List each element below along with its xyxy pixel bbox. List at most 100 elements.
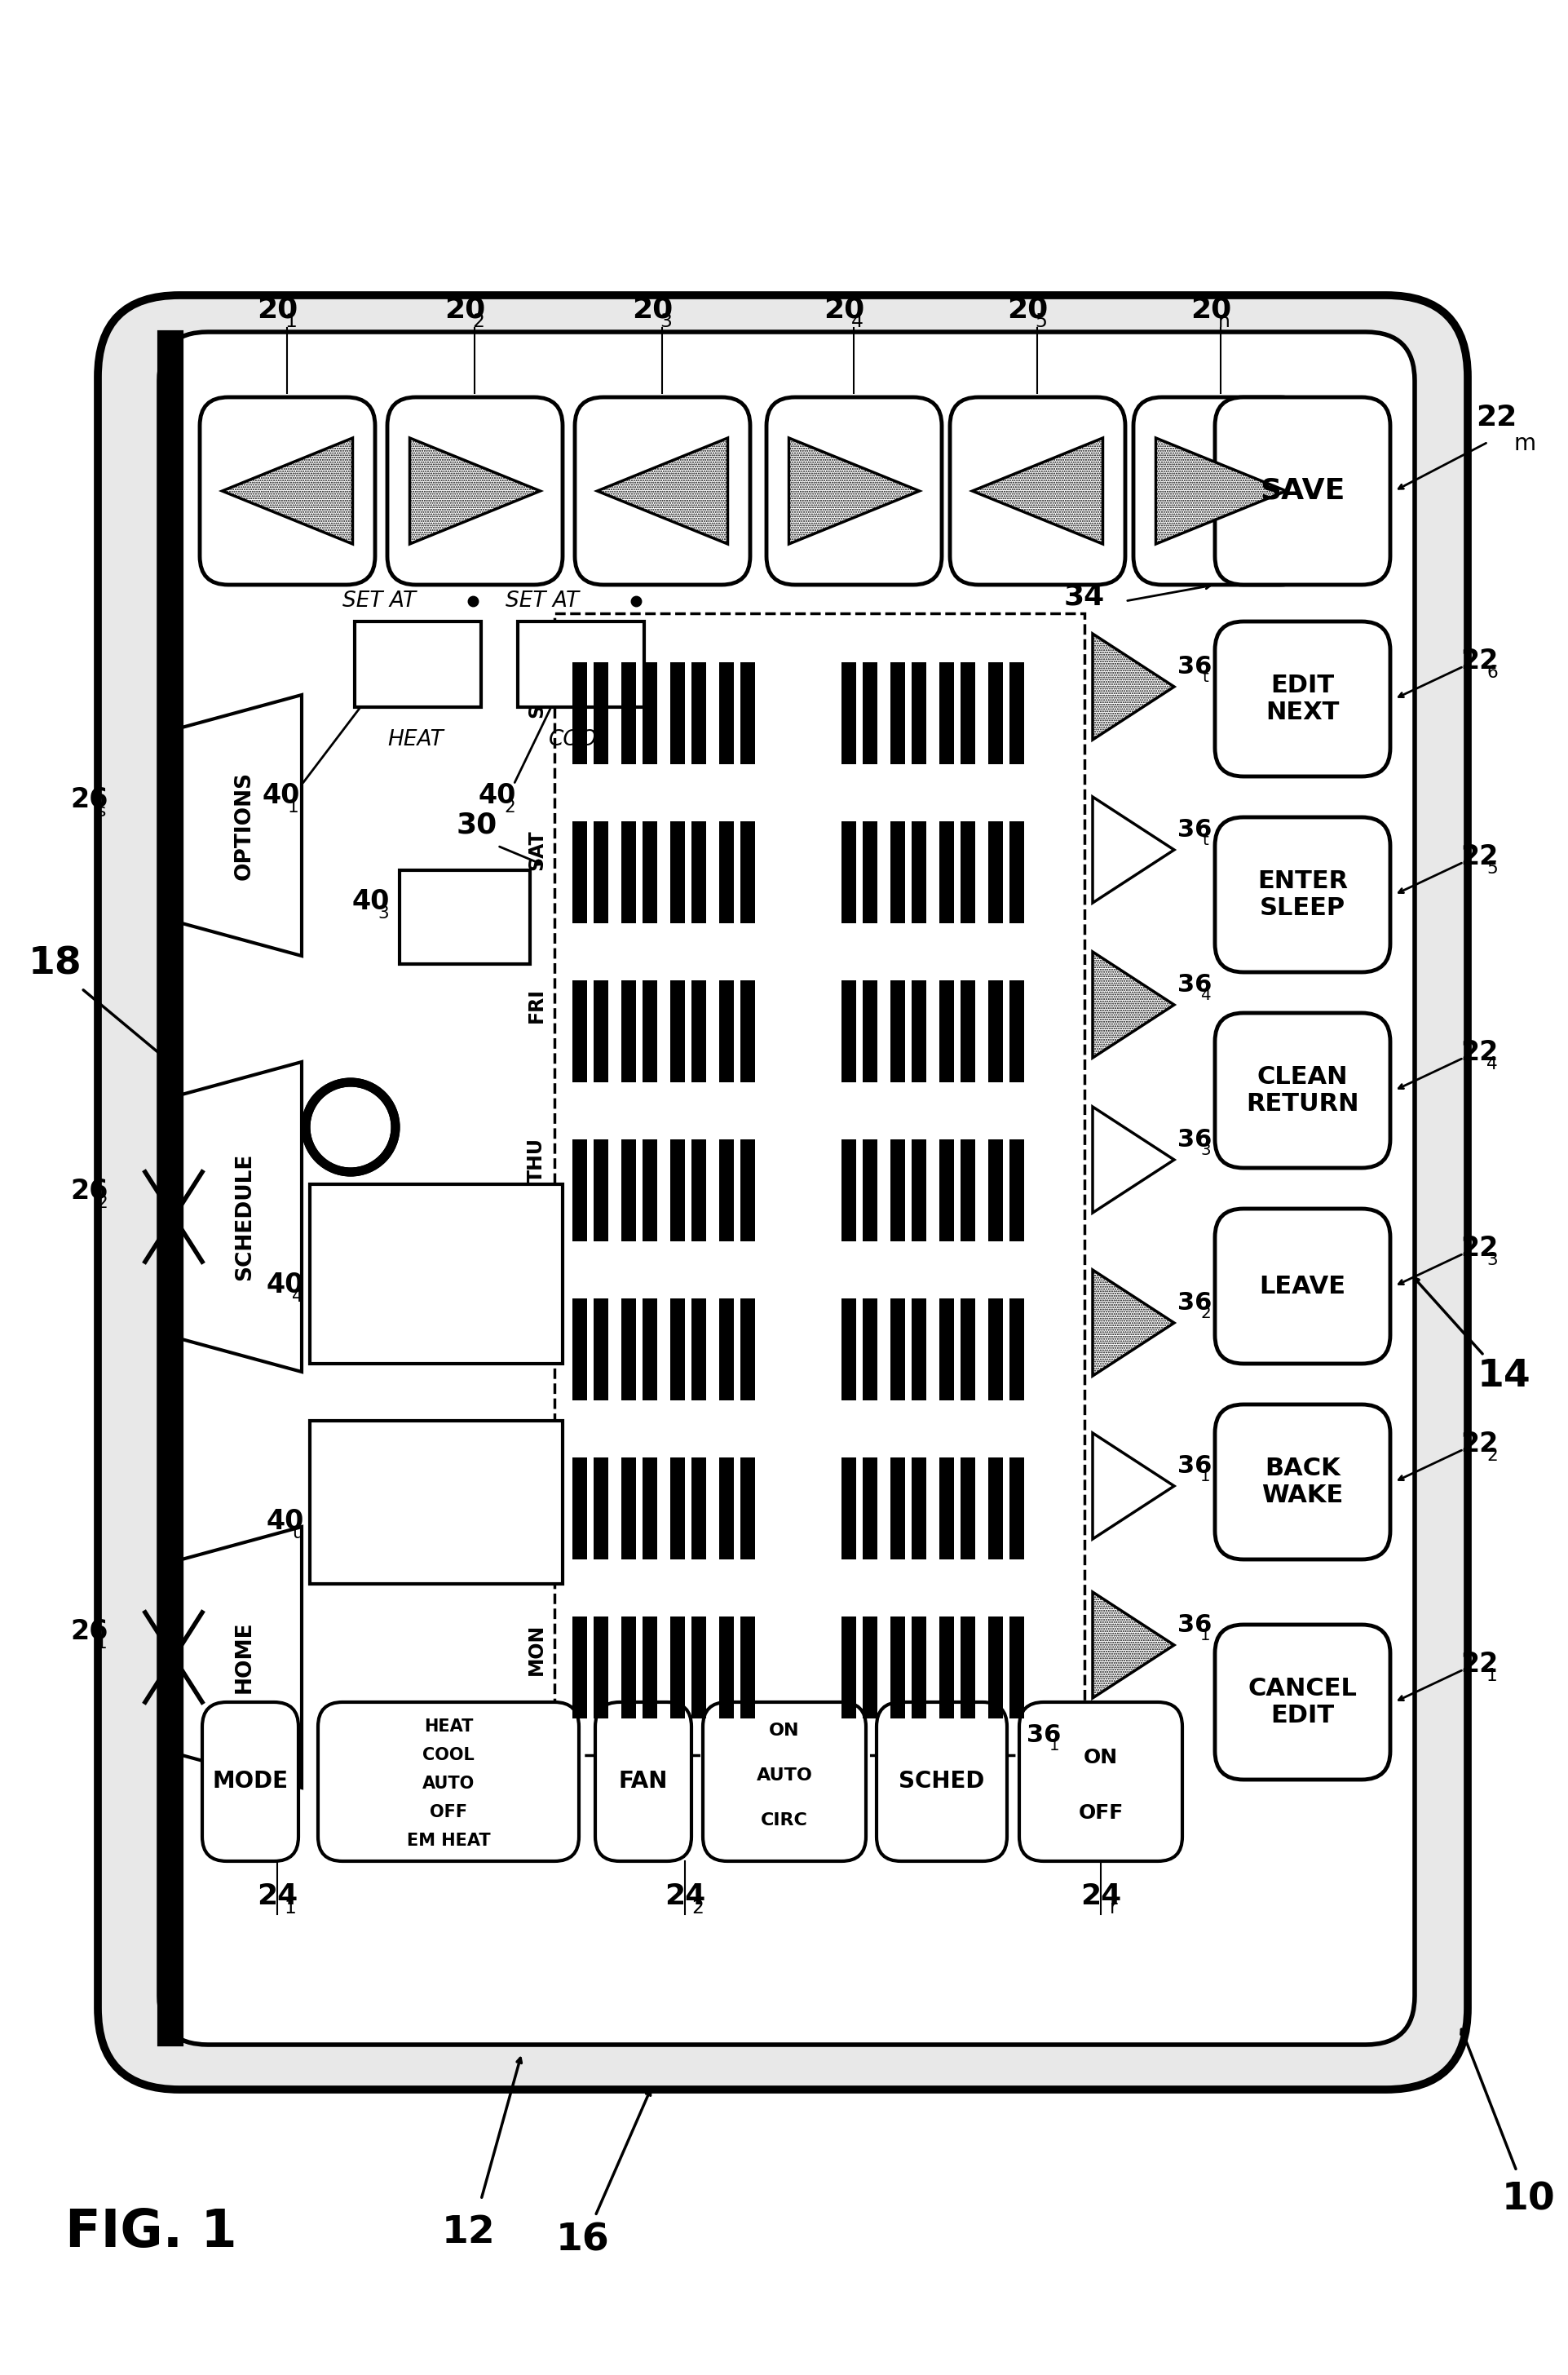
Bar [621,1617,635,1720]
Text: 36: 36 [1025,1724,1060,1748]
Bar [988,1617,1002,1720]
Bar [691,1140,706,1242]
Text: 20: 20 [257,297,298,323]
Text: SCHED: SCHED [898,1769,985,1793]
FancyBboxPatch shape [1214,1625,1389,1779]
FancyBboxPatch shape [594,1703,691,1862]
Bar [621,663,635,765]
FancyBboxPatch shape [202,1703,298,1862]
Bar [891,822,905,924]
Bar [593,1458,608,1560]
Bar [158,333,182,2045]
Text: MODE: MODE [212,1769,289,1793]
Text: 14: 14 [1477,1358,1530,1394]
FancyBboxPatch shape [1132,397,1308,584]
Text: m: m [1513,432,1535,456]
Text: CANCEL
EDIT: CANCEL EDIT [1248,1677,1356,1727]
Text: 2: 2 [472,314,485,330]
Bar [939,1617,953,1720]
Text: 1: 1 [1486,1667,1497,1684]
Text: 2: 2 [1486,1449,1497,1465]
Text: 24: 24 [1080,1883,1121,1910]
Bar [1008,1299,1024,1401]
Bar [862,981,877,1083]
Bar [621,1140,635,1242]
Bar [593,1617,608,1720]
Bar [1008,1140,1024,1242]
Text: r: r [1110,1898,1118,1917]
Bar [840,1617,856,1720]
FancyBboxPatch shape [1214,817,1389,971]
Bar [691,1617,706,1720]
Text: 22: 22 [1460,1651,1497,1677]
Bar [572,1617,586,1720]
Bar [670,1617,685,1720]
Text: 36: 36 [1176,974,1210,998]
Text: 40: 40 [262,781,299,810]
Bar [643,1458,657,1560]
Bar [911,663,925,765]
Text: 22: 22 [1460,648,1497,674]
Bar [960,1299,975,1401]
Text: 36: 36 [1176,817,1210,841]
Text: t: t [1203,834,1209,848]
Text: 18: 18 [28,945,82,983]
Text: SAVE: SAVE [1259,477,1344,506]
Text: 1: 1 [1200,1627,1210,1644]
Bar [988,1140,1002,1242]
Bar [572,1140,586,1242]
Text: 20: 20 [1190,297,1231,323]
Bar [1008,822,1024,924]
Bar [718,981,734,1083]
Bar [593,822,608,924]
Bar [960,1617,975,1720]
Bar [911,1458,925,1560]
Bar [891,1299,905,1401]
Text: OFF: OFF [1077,1803,1123,1824]
Bar [740,663,754,765]
Bar [517,622,644,708]
Text: 1: 1 [287,800,299,817]
Bar [643,663,657,765]
Text: 3: 3 [378,905,389,922]
Bar [988,981,1002,1083]
FancyBboxPatch shape [158,333,1414,2045]
Bar [593,1140,608,1242]
Text: HEAT: HEAT [423,1720,474,1734]
Text: 22: 22 [1460,1040,1497,1066]
Polygon shape [1091,634,1173,739]
Text: 2: 2 [691,1898,704,1917]
Bar [960,663,975,765]
Bar [840,981,856,1083]
Bar [670,1458,685,1560]
Bar [740,981,754,1083]
Polygon shape [597,437,728,544]
Text: 1: 1 [284,1898,296,1917]
Text: WED: WED [527,1297,546,1349]
Bar [891,981,905,1083]
Bar [939,822,953,924]
Bar [840,1299,856,1401]
Bar [691,1458,706,1560]
Text: SUN: SUN [527,672,546,717]
Bar [718,663,734,765]
Bar [593,663,608,765]
Bar [400,869,530,964]
Text: 6: 6 [1486,665,1497,682]
Text: ON: ON [768,1722,800,1738]
Text: ON: ON [1083,1748,1118,1767]
FancyBboxPatch shape [1214,397,1389,584]
Bar [740,1140,754,1242]
Text: 40: 40 [478,781,516,810]
Text: 36: 36 [1176,656,1210,679]
Text: OPTIONS: OPTIONS [234,772,256,879]
Bar [718,1140,734,1242]
Text: 10: 10 [1501,2180,1555,2218]
Text: 36: 36 [1176,1454,1210,1477]
Text: HEAT: HEAT [387,729,444,750]
Text: 22: 22 [1475,404,1516,432]
FancyBboxPatch shape [1214,1404,1389,1560]
Text: AUTO: AUTO [756,1767,812,1784]
Bar [572,981,586,1083]
Text: 3: 3 [660,314,671,330]
